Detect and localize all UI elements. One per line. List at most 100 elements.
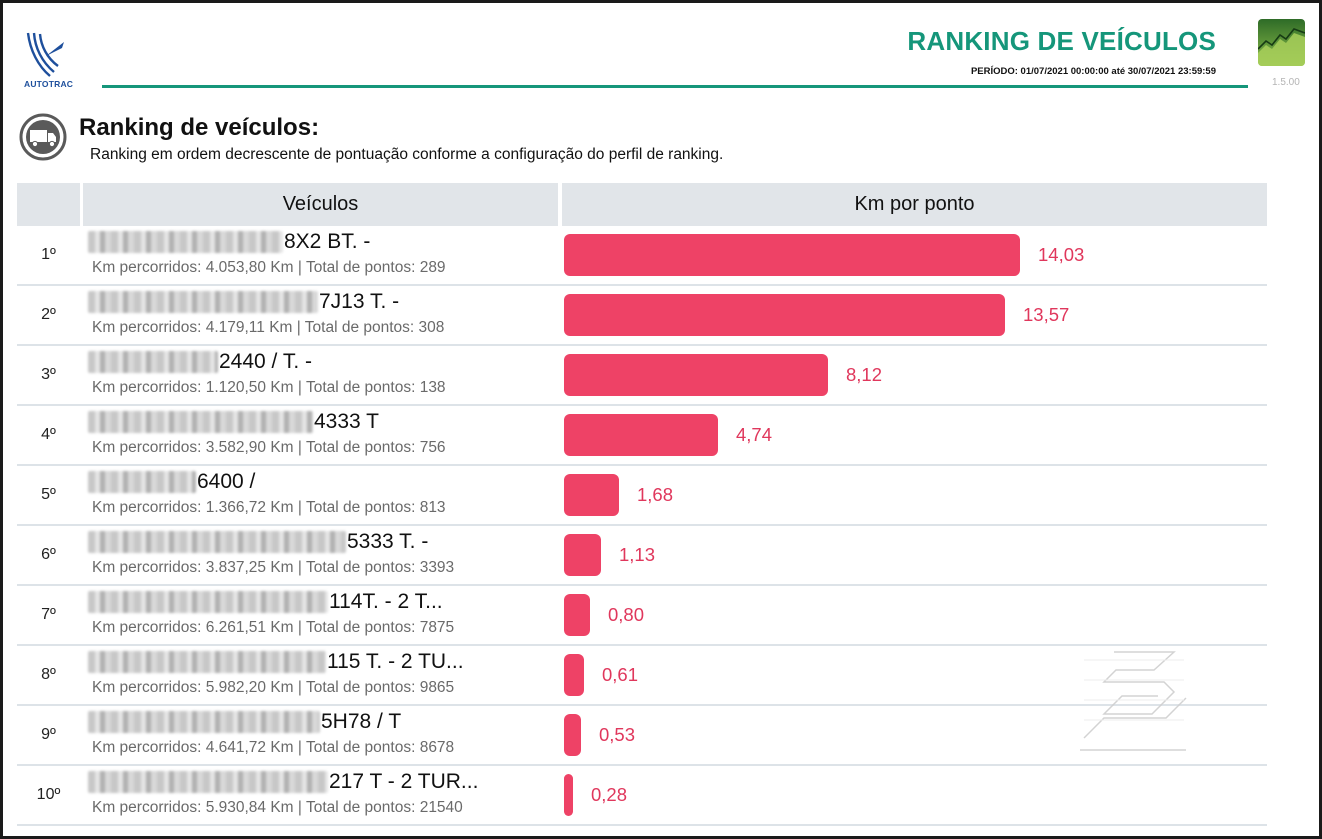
vehicle-stats: Km percorridos: 5.930,84 Km | Total de p… — [92, 799, 463, 816]
bar-cell: 1,68 — [562, 466, 1267, 524]
redacted-plate — [88, 471, 196, 493]
bar-cell: 1,13 — [562, 526, 1267, 584]
vehicle-name-line: 5H78 / T — [88, 710, 401, 734]
vehicle-name-line: 115 T. - 2 TU... — [88, 650, 464, 674]
column-header-vehicles: Veículos — [83, 183, 558, 226]
km-per-point-value: 13,57 — [1023, 304, 1070, 325]
vehicle-stats: Km percorridos: 5.982,20 Km | Total de p… — [92, 679, 455, 696]
vehicle-name: 8X2 BT. - — [284, 230, 371, 253]
vehicle-name: 6400 / — [197, 470, 256, 493]
vehicle-stats: Km percorridos: 4.053,80 Km | Total de p… — [92, 259, 446, 276]
vehicle-stats: Km percorridos: 1.120,50 Km | Total de p… — [92, 379, 446, 396]
km-per-point-value: 1,13 — [619, 544, 656, 565]
km-per-point-value: 0,53 — [599, 724, 636, 745]
rank-label: 5º — [41, 486, 56, 503]
table-header: Veículos Km por ponto — [17, 183, 1267, 226]
table-row: 7º 114T. - 2 T... Km percorridos: 6.261,51… — [17, 586, 1267, 646]
bar-cell: 8,12 — [562, 346, 1267, 404]
km-per-point-value: 1,68 — [637, 484, 674, 505]
table-row: 3º 2440 / T. - Km percorridos: 1.120,50 Km… — [17, 346, 1267, 406]
autotrac-logo — [20, 30, 80, 90]
column-header-km-per-point: Km por ponto — [562, 183, 1267, 226]
vehicle-name: 217 T - 2 TUR... — [329, 770, 479, 793]
redacted-plate — [88, 411, 313, 433]
vehicle-cell: 4333 T Km percorridos: 3.582,90 Km | Tota… — [83, 406, 558, 464]
vehicle-name: 5333 T. - — [347, 530, 429, 553]
vehicle-cell: 5333 T. - Km percorridos: 3.837,25 Km | T… — [83, 526, 558, 584]
vehicle-stats: Km percorridos: 3.837,25 Km | Total de p… — [92, 559, 455, 576]
vehicle-stats: Km percorridos: 3.582,90 Km | Total de p… — [92, 439, 446, 456]
km-per-point-value: 0,61 — [602, 664, 639, 685]
km-per-point-bar — [564, 474, 619, 516]
version-label: 1.5.00 — [1272, 77, 1300, 88]
vehicle-name-line: 8X2 BT. - — [88, 230, 370, 254]
vehicle-cell: 2440 / T. - Km percorridos: 1.120,50 Km |… — [83, 346, 558, 404]
vehicle-name: 5H78 / T — [321, 710, 402, 733]
bar-cell: 4,74 — [562, 406, 1267, 464]
redacted-plate — [88, 531, 346, 553]
bar-cell: 0,28 — [562, 766, 1267, 824]
vehicle-name: 2440 / T. - — [219, 350, 313, 373]
km-per-point-value: 4,74 — [736, 424, 773, 445]
vehicle-cell: 7J13 T. - Km percorridos: 4.179,11 Km | T… — [83, 286, 558, 344]
report-title: RANKING DE VEÍCULOS — [907, 26, 1216, 56]
rank-label: 6º — [41, 546, 56, 563]
vehicle-stats: Km percorridos: 4.641,72 Km | Total de p… — [92, 739, 455, 756]
bar-cell: 0,80 — [562, 586, 1267, 644]
vehicle-stats: Km percorridos: 4.179,11 Km | Total de p… — [92, 319, 445, 336]
vehicle-stats: Km percorridos: 6.261,51 Km | Total de p… — [92, 619, 455, 636]
vehicle-name-line: 5333 T. - — [88, 530, 428, 554]
rank-label: 10º — [36, 786, 61, 803]
table-row: 1º 8X2 BT. - Km percorridos: 4.053,80 Km |… — [17, 226, 1267, 286]
section-title: Ranking de veículos: — [79, 114, 320, 141]
redacted-plate — [88, 711, 320, 733]
rank-label: 8º — [41, 666, 56, 683]
rank-label: 3º — [41, 366, 56, 383]
redacted-plate — [88, 291, 318, 313]
km-per-point-bar — [564, 594, 590, 636]
ranking-table: Veículos Km por ponto 1º 8X2 BT. - Km perc… — [17, 183, 1267, 826]
vehicle-cell: 6400 / Km percorridos: 1.366,72 Km | Tota… — [83, 466, 558, 524]
bar-cell: 14,03 — [562, 226, 1267, 284]
vehicle-name: 4333 T — [314, 410, 379, 433]
column-header-rank — [17, 183, 80, 226]
bar-cell: 13,57 — [562, 286, 1267, 344]
redacted-plate — [88, 591, 328, 613]
km-per-point-bar — [564, 654, 584, 696]
km-per-point-bar — [564, 774, 573, 816]
table-row: 5º 6400 / Km percorridos: 1.366,72 Km | To… — [17, 466, 1267, 526]
bar-cell: 0,53 — [562, 706, 1267, 764]
km-per-point-bar — [564, 234, 1020, 276]
table-row: 6º 5333 T. - Km percorridos: 3.837,25 Km |… — [17, 526, 1267, 586]
rank-label: 7º — [41, 606, 56, 623]
redacted-plate — [88, 231, 283, 253]
vehicle-cell: 217 T - 2 TUR... Km percorridos: 5.930,84… — [83, 766, 558, 824]
km-per-point-bar — [564, 714, 581, 756]
vehicle-stats: Km percorridos: 1.366,72 Km | Total de p… — [92, 499, 446, 516]
vehicle-cell: 8X2 BT. - Km percorridos: 4.053,80 Km | T… — [83, 226, 558, 284]
truck-icon — [19, 113, 67, 161]
report-period: PERÍODO: 01/07/2021 00:00:00 até 30/07/2… — [970, 66, 1216, 77]
vehicle-cell: 5H78 / T Km percorridos: 4.641,72 Km | To… — [83, 706, 558, 764]
vehicle-name-line: 114T. - 2 T... — [88, 590, 443, 614]
vehicle-name-line: 2440 / T. - — [88, 350, 312, 374]
table-row: 9º 5H78 / T Km percorridos: 4.641,72 Km | … — [17, 706, 1267, 766]
chart-app-icon — [1258, 19, 1305, 66]
vehicle-name-line: 4333 T — [88, 410, 379, 434]
km-per-point-value: 8,12 — [846, 364, 883, 385]
redacted-plate — [88, 651, 326, 673]
km-per-point-value: 14,03 — [1038, 244, 1085, 265]
header-divider — [102, 85, 1248, 88]
redacted-plate — [88, 351, 218, 373]
table-row: 10º 217 T - 2 TUR... Km percorridos: 5.930… — [17, 766, 1267, 826]
vehicle-name-line: 7J13 T. - — [88, 290, 399, 314]
table-row: 2º 7J13 T. - Km percorridos: 4.179,11 Km |… — [17, 286, 1267, 346]
vehicle-name-line: 6400 / — [88, 470, 255, 494]
logo-text: AUTOTRAC — [24, 79, 74, 89]
rank-label: 9º — [41, 726, 56, 743]
bar-cell: 0,61 — [562, 646, 1267, 704]
km-per-point-value: 0,28 — [591, 784, 628, 805]
section-subtitle: Ranking em ordem decrescente de pontuaçã… — [90, 146, 724, 163]
vehicle-name: 115 T. - 2 TU... — [327, 650, 464, 673]
